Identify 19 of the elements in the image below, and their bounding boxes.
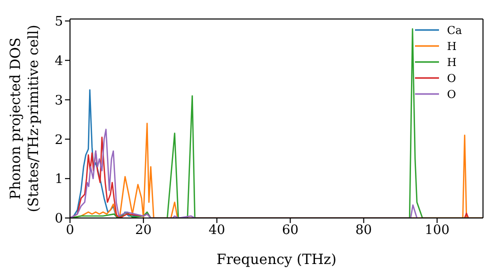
y-tick-label: 5 [54,14,63,30]
y-tick-label: 4 [54,54,63,69]
legend-label: H [447,40,457,52]
x-axis-title: Frequency (THz) [216,252,337,268]
y-tick-label: 1 [54,172,63,188]
legend-label: Ca [447,24,462,36]
y-tick-label: 2 [54,132,63,148]
x-tick-label: 0 [66,223,74,238]
y-tick-label: 0 [54,212,63,227]
y-axis-title: Phonon projected DOS (States/THz·primitive cell) [8,24,42,212]
x-tick-label: 60 [282,223,299,238]
x-tick-label: 80 [355,223,372,238]
x-tick-label: 100 [424,223,450,238]
legend-label: H [447,56,457,68]
legend-label: O [447,72,456,84]
x-tick-label: 20 [135,223,152,238]
x-tick-label: 40 [208,223,226,238]
y-tick-label: 3 [54,93,63,108]
legend-label: O [447,88,456,100]
